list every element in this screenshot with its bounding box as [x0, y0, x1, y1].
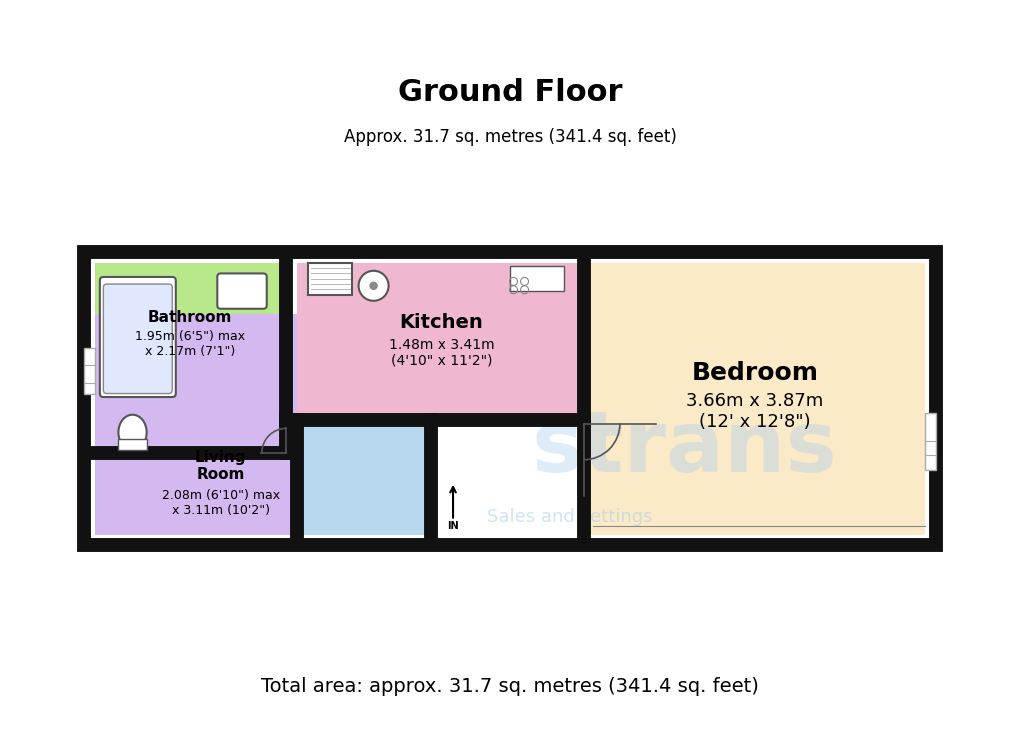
Text: Total area: approx. 31.7 sq. metres (341.4 sq. feet): Total area: approx. 31.7 sq. metres (341… [261, 677, 758, 696]
Text: Bedroom: Bedroom [691, 361, 817, 385]
Bar [118, 439, 147, 450]
Bar [84, 347, 95, 393]
Bar [583, 263, 924, 535]
Text: Ground Floor: Ground Floor [397, 78, 622, 108]
Bar [510, 266, 564, 291]
Bar [308, 263, 352, 295]
Ellipse shape [118, 415, 147, 450]
Bar [924, 413, 935, 470]
Text: IN: IN [446, 522, 459, 531]
Text: 2.08m (6'10") max
x 3.11m (10'2"): 2.08m (6'10") max x 3.11m (10'2") [162, 489, 279, 517]
FancyBboxPatch shape [103, 284, 172, 393]
Text: strans: strans [531, 407, 837, 490]
Circle shape [370, 282, 377, 289]
Text: Kitchen: Kitchen [399, 313, 483, 332]
Text: Approx. 31.7 sq. metres (341.4 sq. feet): Approx. 31.7 sq. metres (341.4 sq. feet) [343, 128, 676, 146]
Text: Sales and Lettings: Sales and Lettings [486, 508, 652, 526]
Text: 1.95m (6'5") max
x 2.17m (7'1"): 1.95m (6'5") max x 2.17m (7'1") [135, 330, 245, 358]
Text: 3.66m x 3.87m
(12' x 12'8"): 3.66m x 3.87m (12' x 12'8") [686, 392, 823, 430]
Bar [95, 263, 286, 453]
Bar [95, 314, 380, 535]
Text: 1.48m x 3.41m
(4'10" x 11'2"): 1.48m x 3.41m (4'10" x 11'2") [388, 338, 494, 368]
Bar [297, 420, 431, 535]
FancyBboxPatch shape [100, 277, 175, 397]
FancyBboxPatch shape [217, 274, 267, 309]
Text: Bathroom: Bathroom [148, 310, 232, 325]
Bar [297, 263, 583, 420]
Circle shape [359, 271, 388, 301]
Bar [84, 252, 935, 545]
Text: Living
Room: Living Room [195, 450, 247, 482]
